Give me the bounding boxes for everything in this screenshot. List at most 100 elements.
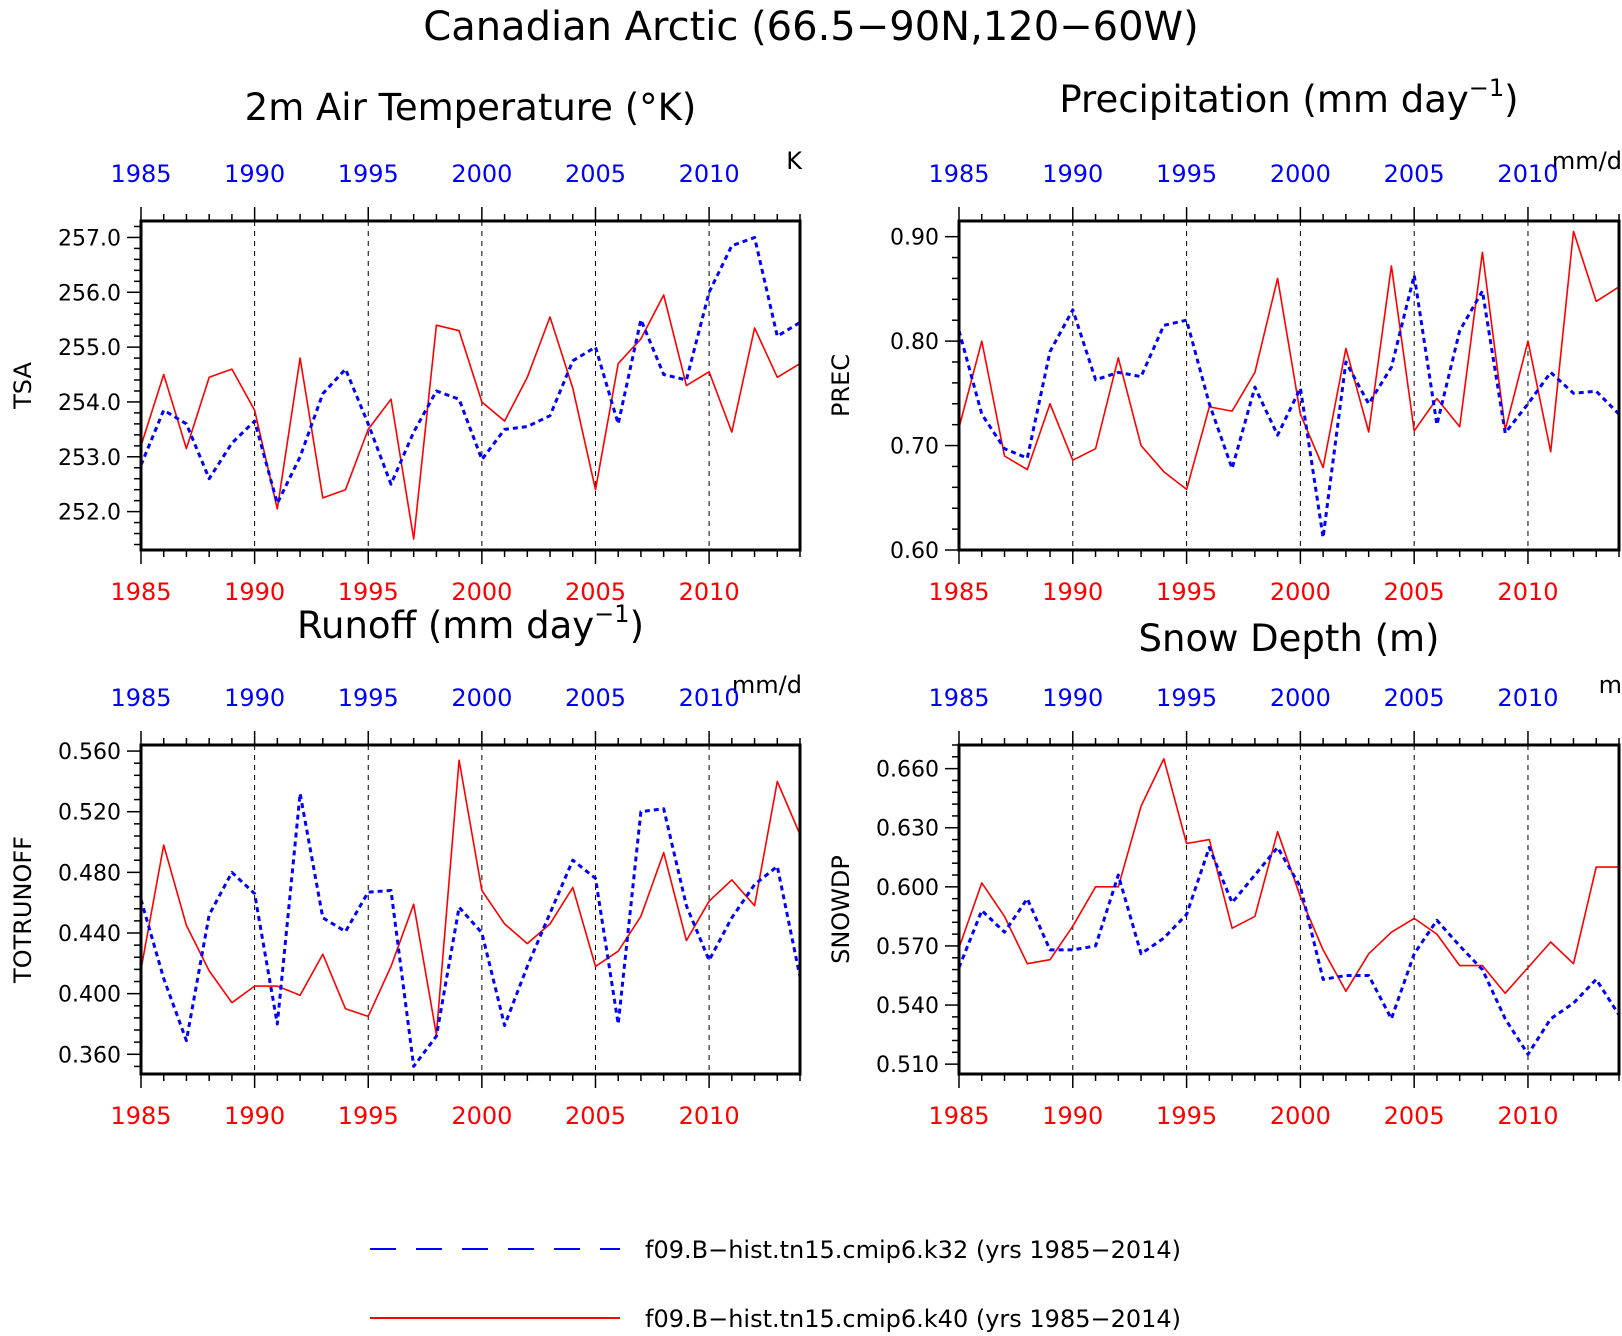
x-tick-label-top: 2005 xyxy=(1384,160,1445,188)
series-line-k32 xyxy=(141,236,800,505)
y-tick-label: 0.440 xyxy=(58,922,121,947)
x-tick-label-bottom: 2000 xyxy=(1270,1102,1331,1130)
plot-frame xyxy=(139,743,802,1076)
x-tick-label-bottom: 2010 xyxy=(679,1102,740,1130)
panel-prec: Precipitation (mm day−1) mm/d 0.60 0.70 0.80… xyxy=(827,74,1622,606)
x-tick-label-bottom: 1985 xyxy=(928,1102,989,1130)
panel-title: 2m Air Temperature (°K) xyxy=(245,86,697,129)
x-tick-label-bottom: 2000 xyxy=(451,1102,512,1130)
panel-title: Snow Depth (m) xyxy=(1139,617,1440,660)
x-tick-label-top: 1985 xyxy=(110,684,171,712)
x-tick-label-top: 1995 xyxy=(1156,160,1217,188)
y-axis-label: PREC xyxy=(827,354,855,417)
x-tick-label-bottom: 1985 xyxy=(110,578,171,606)
plot-frame xyxy=(957,219,1621,552)
panel-title: Precipitation (mm day−1) xyxy=(1059,74,1518,121)
data-lines xyxy=(141,236,800,540)
y-tick-label: 0.60 xyxy=(890,539,939,564)
x-tick-label-bottom: 2000 xyxy=(1270,578,1331,606)
x-tick-label-bottom: 1990 xyxy=(1042,1102,1103,1130)
x-tick-label-bottom: 2010 xyxy=(1497,578,1558,606)
x-tick-label-bottom: 1995 xyxy=(338,578,399,606)
data-lines xyxy=(959,757,1619,1056)
y-tick-label: 252.0 xyxy=(58,501,121,526)
x-tick-label-top: 1990 xyxy=(224,160,285,188)
x-tick-label-bottom: 1985 xyxy=(928,578,989,606)
y-tick-label: 0.540 xyxy=(876,994,939,1019)
x-tick-label-bottom: 1990 xyxy=(224,578,285,606)
units-label: mm/d xyxy=(732,671,802,699)
y-tick-label: 0.600 xyxy=(876,876,939,901)
x-tick-label-top: 1995 xyxy=(338,160,399,188)
series-line-k32 xyxy=(141,792,800,1068)
y-tick-label: 0.70 xyxy=(890,435,939,460)
panel-tsa: 2m Air Temperature (°K) K 252.0 253.0 254.0 2… xyxy=(9,86,803,606)
x-tick-label-bottom: 2005 xyxy=(565,578,626,606)
panels: 2m Air Temperature (°K) K 252.0 253.0 254.0 2… xyxy=(9,74,1622,1130)
y-tick-label: 253.0 xyxy=(58,446,121,471)
panel-totrunoff: Runoff (mm day−1) mm/d 0.360 0.400 0.440 0.48… xyxy=(9,600,802,1130)
y-tick-label: 0.90 xyxy=(890,226,939,251)
series-line-k40 xyxy=(959,230,1619,491)
units-label: mm/d xyxy=(1552,147,1622,175)
x-tick-label-top: 1985 xyxy=(928,684,989,712)
y-tick-label: 0.560 xyxy=(58,740,121,765)
y-tick-label: 257.0 xyxy=(58,226,121,251)
x-tick-label-top: 1985 xyxy=(110,160,171,188)
y-axis-label: TSA xyxy=(9,362,37,410)
y-tick-label: 255.0 xyxy=(58,336,121,361)
x-tick-label-bottom: 2000 xyxy=(451,578,512,606)
y-axis-label: TOTRUNOFF xyxy=(9,836,37,984)
x-tick-label-top: 2000 xyxy=(451,160,512,188)
units-label: K xyxy=(786,147,803,175)
y-tick-label: 0.520 xyxy=(58,801,121,826)
x-tick-label-top: 2005 xyxy=(565,160,626,188)
x-tick-label-top: 2010 xyxy=(679,160,740,188)
x-tick-label-top: 2010 xyxy=(1497,684,1558,712)
y-tick-label: 0.570 xyxy=(876,935,939,960)
y-tick-label: 0.400 xyxy=(58,983,121,1008)
series-line-k40 xyxy=(141,294,800,540)
y-tick-label: 0.80 xyxy=(890,330,939,355)
x-tick-label-top: 2010 xyxy=(679,684,740,712)
x-tick-label-bottom: 1995 xyxy=(1156,578,1217,606)
x-tick-label-bottom: 1995 xyxy=(338,1102,399,1130)
figure-title: Canadian Arctic (66.5−90N,120−60W) xyxy=(423,4,1198,50)
y-tick-label: 254.0 xyxy=(58,391,121,416)
y-tick-label: 0.480 xyxy=(58,861,121,886)
y-tick-label: 0.630 xyxy=(876,817,939,842)
plot-frame xyxy=(957,743,1621,1076)
units-label: m xyxy=(1599,671,1622,699)
x-tick-label-bottom: 1990 xyxy=(1042,578,1103,606)
x-tick-label-top: 1985 xyxy=(928,160,989,188)
x-tick-label-top: 2000 xyxy=(1270,684,1331,712)
panel-snowdp: Snow Depth (m) m 0.510 0.540 0.570 0.600 0.630… xyxy=(827,617,1622,1130)
x-tick-label-bottom: 1985 xyxy=(110,1102,171,1130)
x-tick-label-bottom: 2010 xyxy=(1497,1102,1558,1130)
series-line-k32 xyxy=(959,845,1619,1056)
legend-label-k32: f09.B−hist.tn15.cmip6.k32 (yrs 1985−2014… xyxy=(645,1236,1181,1264)
x-tick-label-bottom: 2005 xyxy=(1384,578,1445,606)
x-tick-label-bottom: 2010 xyxy=(679,578,740,606)
series-line-k32 xyxy=(959,273,1619,539)
y-tick-label: 0.510 xyxy=(876,1053,939,1078)
x-tick-label-top: 1995 xyxy=(1156,684,1217,712)
y-tick-label: 0.660 xyxy=(876,758,939,783)
legend-label-k40: f09.B−hist.tn15.cmip6.k40 (yrs 1985−2014… xyxy=(645,1305,1181,1333)
x-tick-label-bottom: 2005 xyxy=(1384,1102,1445,1130)
legend: f09.B−hist.tn15.cmip6.k32 (yrs 1985−2014… xyxy=(370,1236,1181,1333)
x-tick-label-bottom: 1990 xyxy=(224,1102,285,1130)
plot-frame xyxy=(139,219,802,552)
x-tick-label-bottom: 2005 xyxy=(565,1102,626,1130)
y-tick-label: 256.0 xyxy=(58,281,121,306)
data-lines xyxy=(141,759,800,1068)
x-tick-label-top: 1995 xyxy=(338,684,399,712)
x-tick-label-top: 2005 xyxy=(1384,684,1445,712)
x-tick-label-top: 2000 xyxy=(451,684,512,712)
x-tick-label-top: 1990 xyxy=(1042,684,1103,712)
x-tick-label-top: 1990 xyxy=(224,684,285,712)
x-tick-label-top: 1990 xyxy=(1042,160,1103,188)
x-tick-label-top: 2010 xyxy=(1497,160,1558,188)
x-tick-label-bottom: 1995 xyxy=(1156,1102,1217,1130)
